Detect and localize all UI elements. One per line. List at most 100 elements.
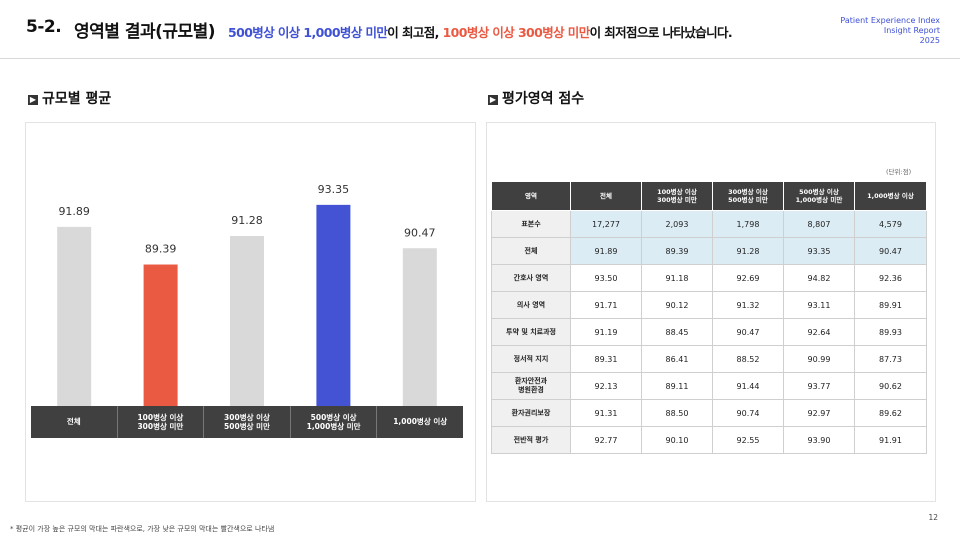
subtitle-text-2: 이 최저점으로 나타났습니다. bbox=[589, 25, 733, 40]
score-table: 영역 전체 100병상 이상 300병상 미만 300병상 이상 500병상 미만 50… bbox=[491, 181, 927, 454]
table-cell: 90.62 bbox=[854, 372, 927, 400]
table-cell: 4,579 bbox=[854, 210, 927, 238]
table-cell: 91.18 bbox=[641, 264, 713, 292]
table-header-cell: 1,000병상 이상 bbox=[854, 181, 927, 211]
table-row: 투약 및 치료과정 91.19 88.45 90.47 92.64 89.93 bbox=[491, 318, 927, 346]
subtitle-highest: 500병상 이상 1,000병상 미만 bbox=[228, 25, 388, 40]
table-cell: 92.77 bbox=[570, 426, 642, 454]
bar bbox=[57, 226, 92, 406]
bar-value-label: 90.47 bbox=[404, 226, 436, 239]
subtitle-text-1: 이 최고점, bbox=[387, 25, 443, 40]
table-unit: (단위:점) bbox=[886, 168, 912, 176]
row-label: 정서적 지지 bbox=[491, 345, 571, 373]
table-cell: 89.11 bbox=[641, 372, 713, 400]
brand-line-2: Insight Report bbox=[883, 26, 940, 35]
table-cell: 91.91 bbox=[854, 426, 927, 454]
category-label: 500병상 이상 1,000병상 미만 bbox=[291, 406, 378, 438]
row-label: 간호사 영역 bbox=[491, 264, 571, 292]
table-cell: 87.73 bbox=[854, 345, 927, 373]
brand-line-3: 2025 bbox=[919, 36, 940, 45]
table-cell: 93.77 bbox=[783, 372, 855, 400]
table-cell: 8,807 bbox=[783, 210, 855, 238]
section-number: 5-2. bbox=[26, 17, 62, 37]
table-cell: 94.82 bbox=[783, 264, 855, 292]
table-cell: 91.19 bbox=[570, 318, 642, 346]
table-cell: 89.91 bbox=[854, 291, 927, 319]
table-cell: 91.32 bbox=[712, 291, 784, 319]
row-label: 투약 및 치료과정 bbox=[491, 318, 571, 346]
table-cell: 92.69 bbox=[712, 264, 784, 292]
table-header-row: 영역 전체 100병상 이상 300병상 미만 300병상 이상 500병상 미만 50… bbox=[491, 181, 927, 211]
row-label: 전반적 평가 bbox=[491, 426, 571, 454]
table-cell: 90.12 bbox=[641, 291, 713, 319]
page-number: 12 bbox=[928, 513, 938, 522]
table-cell: 88.45 bbox=[641, 318, 713, 346]
subtitle-lowest: 100병상 이상 300병상 미만 bbox=[442, 25, 591, 40]
left-section-title: 규모별 평균 bbox=[42, 91, 112, 107]
table-row: 전체 91.89 89.39 91.28 93.35 90.47 bbox=[491, 237, 927, 265]
table-cell: 89.93 bbox=[854, 318, 927, 346]
bar-value-label: 91.28 bbox=[231, 214, 263, 227]
table-cell: 91.44 bbox=[712, 372, 784, 400]
row-label: 전체 bbox=[491, 237, 571, 265]
row-label: 표본수 bbox=[491, 210, 571, 238]
table-header-cell: 영역 bbox=[491, 181, 571, 211]
table-cell: 1,798 bbox=[712, 210, 784, 238]
table-cell: 93.50 bbox=[570, 264, 642, 292]
left-section-heading: ▶ 규모별 평균 bbox=[28, 88, 111, 108]
table-cell: 89.62 bbox=[854, 399, 927, 427]
table-cell: 92.55 bbox=[712, 426, 784, 454]
table-row: 간호사 영역 93.50 91.18 92.69 94.82 92.36 bbox=[491, 264, 927, 292]
category-label: 100병상 이상 300병상 미만 bbox=[118, 406, 205, 438]
bar bbox=[316, 204, 351, 406]
table-row: 정서적 지지 89.31 86.41 88.52 90.99 87.73 bbox=[491, 345, 927, 373]
page-header: 5-2. 영역별 결과(규모별) 500병상 이상 1,000병상 미만이 최고… bbox=[0, 0, 960, 59]
table-cell: 91.71 bbox=[570, 291, 642, 319]
table-row: 의사 영역 91.71 90.12 91.32 93.11 89.91 bbox=[491, 291, 927, 319]
chart-category-row: 전체 100병상 이상 300병상 미만 300병상 이상 500병상 미만 500병… bbox=[31, 406, 463, 438]
table-cell: 90.74 bbox=[712, 399, 784, 427]
table-cell: 91.28 bbox=[712, 237, 784, 265]
bar-value-label: 89.39 bbox=[145, 243, 177, 256]
table-cell: 90.99 bbox=[783, 345, 855, 373]
table-cell: 89.31 bbox=[570, 345, 642, 373]
category-label: 300병상 이상 500병상 미만 bbox=[204, 406, 291, 438]
table-cell: 92.36 bbox=[854, 264, 927, 292]
right-section-title: 평가영역 점수 bbox=[502, 91, 585, 107]
table-cell: 2,093 bbox=[641, 210, 713, 238]
report-brand: Patient Experience Index Insight Report … bbox=[840, 16, 940, 46]
table-row: 전반적 평가 92.77 90.10 92.55 93.90 91.91 bbox=[491, 426, 927, 454]
right-section-heading: ▶ 평가영역 점수 bbox=[488, 88, 584, 108]
table-header-cell: 300병상 이상 500병상 미만 bbox=[712, 181, 784, 211]
table-header-cell: 500병상 이상 1,000병상 미만 bbox=[783, 181, 855, 211]
arrow-icon: ▶ bbox=[488, 95, 498, 105]
page-subtitle: 500병상 이상 1,000병상 미만이 최고점, 100병상 이상 300병상… bbox=[228, 22, 733, 41]
table-header-cell: 100병상 이상 300병상 미만 bbox=[641, 181, 713, 211]
table-cell: 90.47 bbox=[712, 318, 784, 346]
table-cell: 92.64 bbox=[783, 318, 855, 346]
table-cell: 88.50 bbox=[641, 399, 713, 427]
table-cell: 90.47 bbox=[854, 237, 927, 265]
bar bbox=[402, 248, 437, 406]
table-row: 환자안전과 병원환경 92.13 89.11 91.44 93.77 90.62 bbox=[491, 372, 927, 400]
category-label: 1,000병상 이상 bbox=[393, 417, 448, 427]
row-label: 환자권리보장 bbox=[491, 399, 571, 427]
table-cell: 93.35 bbox=[783, 237, 855, 265]
footnote: * 평균이 가장 높은 규모의 막대는 파란색으로, 가장 낮은 규모의 막대는… bbox=[10, 525, 275, 533]
table-header-cell: 전체 bbox=[570, 181, 642, 211]
arrow-icon: ▶ bbox=[28, 95, 38, 105]
bar bbox=[230, 236, 264, 406]
table-cell: 90.10 bbox=[641, 426, 713, 454]
table-cell: 86.41 bbox=[641, 345, 713, 373]
table-row: 환자권리보장 91.31 88.50 90.74 92.97 89.62 bbox=[491, 399, 927, 427]
bar-value-label: 93.35 bbox=[318, 183, 350, 196]
table-cell: 91.31 bbox=[570, 399, 642, 427]
table-cell: 92.13 bbox=[570, 372, 642, 400]
brand-line-1: Patient Experience Index bbox=[840, 16, 940, 25]
category-label: 전체 bbox=[31, 406, 118, 438]
table-row: 표본수 17,277 2,093 1,798 8,807 4,579 bbox=[491, 210, 927, 238]
table-cell: 93.11 bbox=[783, 291, 855, 319]
row-label: 의사 영역 bbox=[491, 291, 571, 319]
table-cell: 17,277 bbox=[570, 210, 642, 238]
